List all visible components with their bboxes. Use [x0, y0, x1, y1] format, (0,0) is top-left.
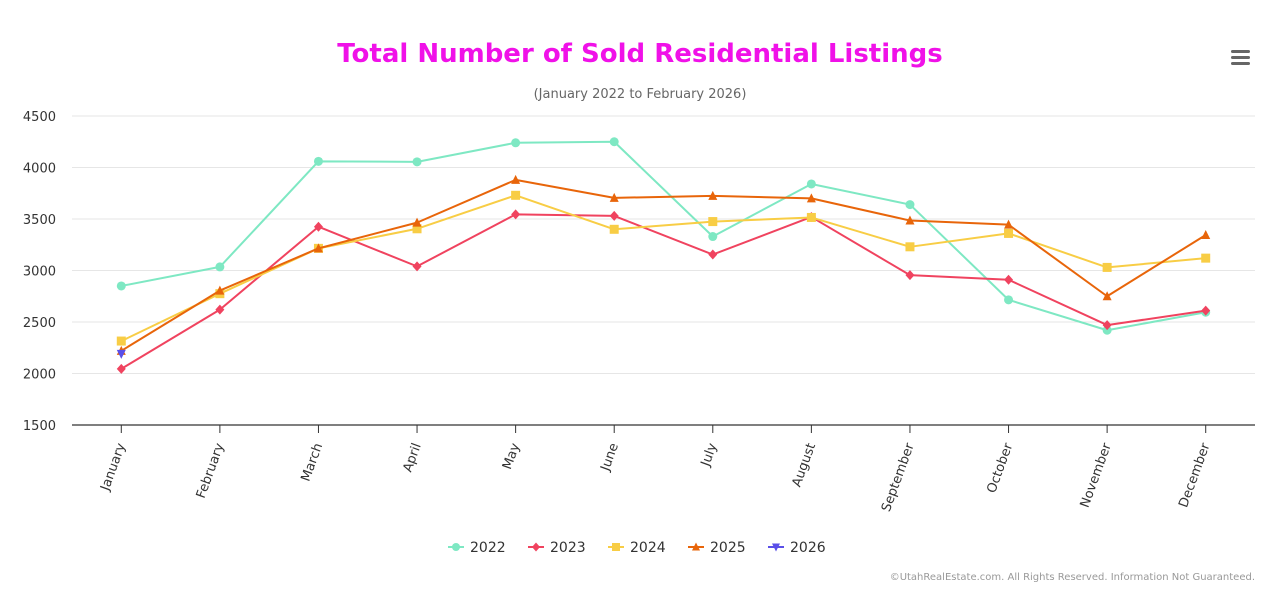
legend-marker-2023[interactable] [532, 542, 540, 552]
legend-marker-2024[interactable] [612, 543, 620, 551]
legend-label[interactable]: 2023 [550, 540, 586, 556]
data-point-2023[interactable] [1102, 320, 1112, 331]
y-tick-label: 1500 [23, 419, 56, 434]
data-point-2022[interactable] [1102, 325, 1112, 335]
data-point-2024[interactable] [1004, 228, 1014, 238]
data-point-2022[interactable] [1004, 295, 1014, 305]
y-tick-label: 2000 [23, 368, 56, 383]
y-tick-label: 4500 [23, 110, 56, 125]
x-tick-label: July [698, 441, 721, 469]
legend-marker-2026[interactable] [772, 543, 780, 552]
legend-label[interactable]: 2026 [790, 540, 826, 556]
grid-lines [72, 115, 1255, 374]
data-point-2024[interactable] [1201, 253, 1211, 263]
legend-label[interactable]: 2025 [710, 540, 746, 556]
data-point-2024[interactable] [609, 224, 619, 234]
x-tick-label: May [500, 441, 523, 472]
x-tick-label: June [598, 441, 622, 474]
data-point-2022[interactable] [116, 281, 126, 291]
y-axis: 1500 2000 2500 3000 3500 4000 4500 [23, 110, 56, 434]
x-tick-label: March [299, 441, 327, 483]
data-point-2024[interactable] [905, 242, 915, 252]
data-point-2023[interactable] [1201, 305, 1211, 316]
x-axis: January February March April May June July Augu… [98, 425, 1214, 514]
credits-text: ©UtahRealEstate.com. All Rights Reserved… [890, 572, 1255, 583]
legend-label[interactable]: 2022 [470, 540, 506, 556]
x-tick-label: September [879, 441, 918, 514]
series-line-2025 [120, 178, 1207, 352]
data-point-2025[interactable] [215, 285, 225, 295]
data-point-2024[interactable] [1102, 262, 1112, 272]
data-point-2025[interactable] [1102, 291, 1112, 301]
data-point-2023[interactable] [116, 363, 126, 374]
data-point-2024[interactable] [708, 217, 718, 227]
data-point-2024[interactable] [806, 212, 816, 222]
data-point-2022[interactable] [905, 200, 915, 210]
legend-label[interactable]: 2024 [630, 540, 666, 556]
data-point-2025[interactable] [905, 215, 915, 225]
y-tick-label: 3500 [23, 213, 56, 228]
data-point-2022[interactable] [806, 179, 816, 189]
series-2023 [116, 209, 1211, 374]
data-point-2023[interactable] [412, 261, 422, 272]
legend-marker-2025[interactable] [692, 542, 700, 551]
legend-item-2026[interactable]: 2026 [768, 540, 826, 556]
data-point-2023[interactable] [1004, 274, 1014, 285]
legend-item-2022[interactable]: 2022 [448, 540, 506, 556]
y-tick-label: 3000 [23, 265, 56, 280]
chart-subtitle: (January 2022 to February 2026) [534, 87, 747, 102]
data-point-2025[interactable] [1201, 229, 1211, 239]
data-point-2026[interactable] [116, 349, 126, 359]
data-point-2025[interactable] [412, 217, 422, 227]
legend-item-2025[interactable]: 2025 [688, 540, 746, 556]
data-point-2023[interactable] [609, 210, 619, 221]
series-line-2023 [120, 213, 1206, 370]
legend-item-2024[interactable]: 2024 [608, 540, 666, 556]
x-tick-label: February [194, 441, 228, 501]
data-point-2022[interactable] [313, 156, 323, 166]
x-tick-label: August [789, 441, 819, 489]
data-point-2022[interactable] [412, 157, 422, 167]
data-point-2023[interactable] [215, 304, 225, 315]
legend: 2022 2023 2024 2025 2026 [448, 540, 826, 556]
data-point-2024[interactable] [511, 190, 521, 200]
chart-title: Total Number of Sold Residential Listing… [337, 39, 943, 69]
data-point-2024[interactable] [116, 336, 126, 346]
series-group [116, 137, 1211, 374]
data-point-2025[interactable] [511, 174, 521, 184]
series-line-2022 [121, 140, 1206, 332]
data-point-2025[interactable] [806, 193, 816, 203]
data-point-2025[interactable] [609, 192, 619, 202]
data-point-2024[interactable] [412, 224, 422, 234]
legend-marker-2022[interactable] [452, 543, 460, 551]
data-point-2025[interactable] [1004, 219, 1014, 229]
x-tick-label: January [98, 441, 129, 494]
series-2026 [116, 349, 126, 359]
data-point-2022[interactable] [511, 138, 521, 148]
data-point-2023[interactable] [313, 221, 323, 232]
legend-item-2023[interactable]: 2023 [528, 540, 586, 556]
x-tick-label: November [1078, 441, 1115, 510]
series-line-2024 [120, 194, 1206, 342]
data-point-2023[interactable] [905, 270, 915, 281]
data-point-2025[interactable] [708, 190, 718, 200]
data-point-2022[interactable] [708, 232, 718, 242]
y-tick-label: 2500 [23, 316, 56, 331]
data-point-2025[interactable] [313, 243, 323, 253]
hamburger-menu-icon[interactable] [1226, 44, 1256, 70]
x-tick-label: December [1176, 441, 1213, 510]
data-point-2022[interactable] [215, 262, 225, 272]
data-point-2023[interactable] [708, 249, 718, 260]
y-tick-label: 4000 [23, 162, 56, 177]
data-point-2022[interactable] [609, 137, 619, 147]
x-tick-label: October [984, 441, 1016, 496]
x-tick-label: April [401, 441, 425, 474]
data-point-2023[interactable] [511, 209, 521, 220]
